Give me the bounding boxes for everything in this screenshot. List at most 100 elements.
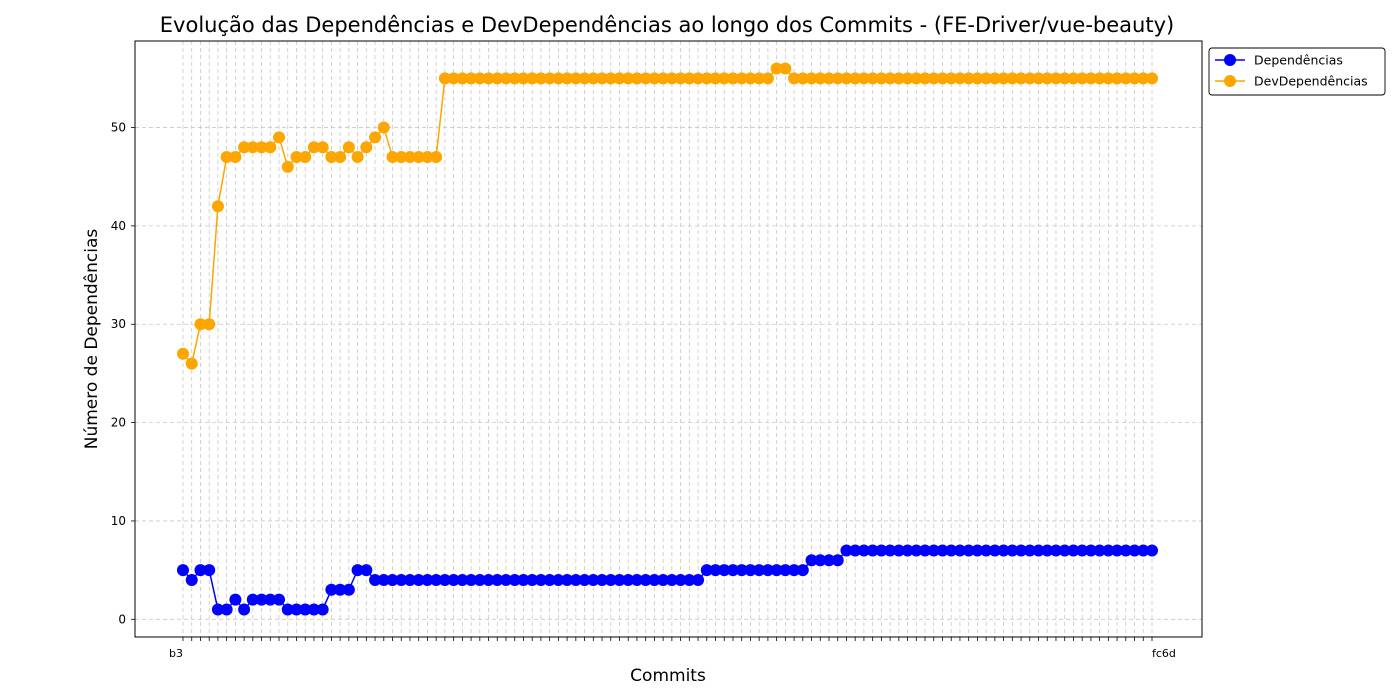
data-point (1102, 544, 1115, 557)
data-point (299, 151, 312, 164)
data-point (1006, 72, 1019, 85)
data-point (857, 544, 870, 557)
data-point (360, 141, 373, 154)
data-point (569, 573, 582, 586)
data-point (273, 593, 286, 606)
data-point (395, 151, 408, 164)
y-tick-label: 50 (111, 121, 126, 135)
data-point (910, 72, 923, 85)
data-point (351, 151, 364, 164)
data-point (936, 544, 949, 557)
data-point (840, 544, 853, 557)
data-point (962, 544, 975, 557)
data-point (307, 603, 320, 616)
data-point (683, 573, 696, 586)
data-point (892, 544, 905, 557)
data-point (779, 564, 792, 577)
data-point (770, 564, 783, 577)
data-point (281, 603, 294, 616)
y-tick-label: 0 (118, 612, 126, 626)
data-point (840, 72, 853, 85)
legend-label: Dependências (1254, 53, 1343, 68)
data-point (936, 72, 949, 85)
data-point (534, 573, 547, 586)
data-point (726, 72, 739, 85)
data-point (709, 72, 722, 85)
data-point (1032, 72, 1045, 85)
plot-frame (134, 40, 1203, 638)
data-point (526, 72, 539, 85)
data-point (927, 72, 940, 85)
data-point (561, 72, 574, 85)
data-point (177, 564, 189, 577)
data-point (395, 573, 408, 586)
data-point (1137, 72, 1150, 85)
data-point (1128, 544, 1141, 557)
data-point (831, 72, 844, 85)
data-point (220, 603, 233, 616)
data-point (692, 72, 705, 85)
data-point (456, 72, 469, 85)
data-point (246, 141, 259, 154)
x-axis-label: Commits (630, 666, 706, 686)
data-point (1032, 544, 1045, 557)
data-point (561, 573, 574, 586)
data-point (892, 72, 905, 85)
data-point (229, 151, 242, 164)
data-point (1146, 544, 1158, 557)
data-point (788, 564, 801, 577)
data-point (997, 72, 1010, 85)
data-point (377, 573, 390, 586)
data-point (980, 72, 993, 85)
data-point (438, 573, 451, 586)
data-point (1067, 72, 1080, 85)
data-point (1102, 72, 1115, 85)
data-point (351, 564, 364, 577)
data-point (316, 603, 329, 616)
data-point (543, 72, 556, 85)
x-axis: b3 fc6d (169, 637, 1176, 660)
y-tick-label: 10 (111, 514, 126, 528)
data-point (1111, 72, 1124, 85)
data-point (325, 151, 338, 164)
data-point (369, 573, 382, 586)
data-point (526, 573, 539, 586)
data-point (185, 573, 198, 586)
data-point (430, 151, 443, 164)
data-point (430, 573, 443, 586)
data-point (264, 141, 277, 154)
data-point (857, 72, 870, 85)
data-point (1015, 544, 1028, 557)
legend-label: DevDependências (1254, 74, 1368, 89)
data-point (1049, 544, 1062, 557)
data-point (447, 72, 460, 85)
data-point (203, 564, 216, 577)
data-point (569, 72, 582, 85)
data-point (386, 573, 399, 586)
data-point (613, 72, 626, 85)
data-point (412, 151, 425, 164)
data-point (299, 603, 312, 616)
data-point (910, 544, 923, 557)
data-point (866, 72, 879, 85)
data-point (342, 583, 355, 596)
data-point (648, 72, 661, 85)
data-point (543, 573, 556, 586)
series-layer (177, 62, 1158, 616)
data-point (456, 573, 469, 586)
data-point (674, 72, 687, 85)
y-tick-label: 30 (111, 317, 126, 331)
data-point (194, 318, 207, 331)
data-point (753, 72, 766, 85)
data-point (220, 151, 233, 164)
data-point (744, 72, 757, 85)
data-point (264, 593, 277, 606)
data-point (665, 72, 678, 85)
data-point (805, 72, 818, 85)
data-point (465, 72, 478, 85)
data-point (211, 603, 224, 616)
legend: Dependências DevDependências (1208, 47, 1386, 96)
data-point (482, 573, 495, 586)
data-point (805, 554, 818, 567)
chart-title: Evolução das Dependências e DevDependênc… (160, 13, 1174, 37)
